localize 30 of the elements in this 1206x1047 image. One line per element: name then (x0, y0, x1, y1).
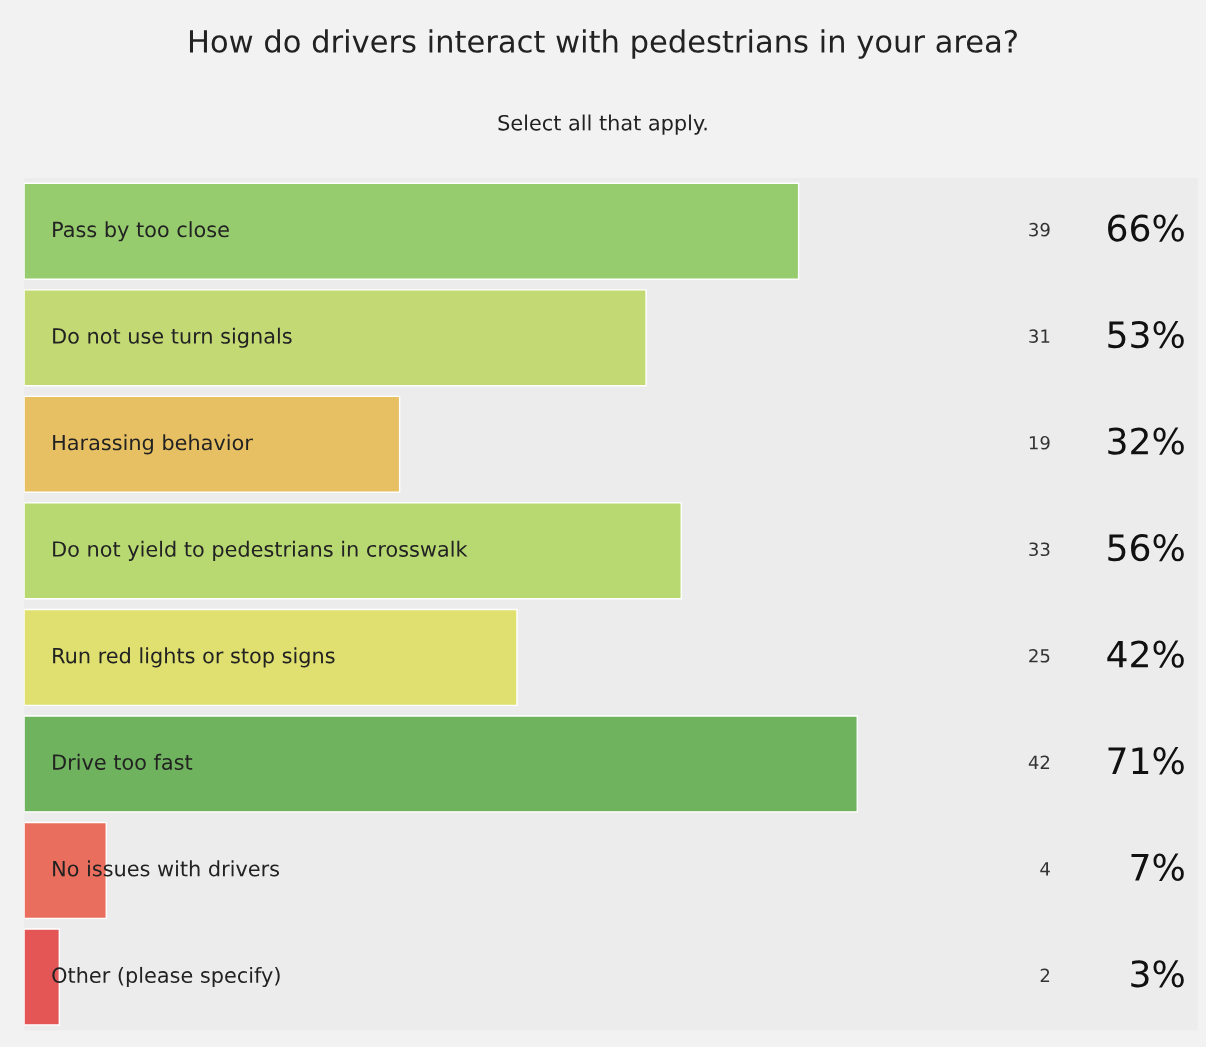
annotation: 19 (1029, 435, 1050, 450)
data-label: 71% (1108, 747, 1184, 775)
y-tick-label: Run red lights or stop signs (53, 647, 335, 668)
data-label: 7% (1131, 853, 1184, 881)
y-tick-label: Drive too fast (53, 753, 193, 770)
annotation: 2 (1040, 968, 1050, 982)
data-label: 3% (1131, 960, 1184, 988)
bar (24, 289, 647, 387)
data-label: 56% (1108, 534, 1184, 562)
data-label: 32% (1108, 427, 1184, 455)
annotation: 33 (1029, 542, 1050, 557)
y-tick-label: Harassing behavior (53, 434, 253, 455)
bar (24, 395, 401, 493)
data-label: 53% (1108, 320, 1184, 349)
y-tick-label: Do not use turn signals (53, 327, 292, 348)
annotation: 31 (1029, 329, 1050, 344)
chart-subtitle: Select all that apply. (498, 114, 707, 135)
annotation: 42 (1028, 755, 1050, 769)
y-tick-label: Pass by too close (53, 221, 229, 242)
annotation: 25 (1029, 648, 1050, 663)
bar (24, 715, 858, 813)
annotation: 39 (1029, 222, 1050, 237)
annotation: 4 (1040, 862, 1050, 876)
data-label: 42% (1107, 640, 1184, 668)
bar (24, 502, 682, 600)
y-tick-label: Do not yield to pedestrians in crosswalk (53, 540, 468, 561)
bar (24, 182, 800, 280)
data-label: 66% (1108, 214, 1184, 242)
chart-title: How do drivers interact with pedestrians in your area? (189, 29, 1017, 59)
bar (24, 608, 518, 707)
